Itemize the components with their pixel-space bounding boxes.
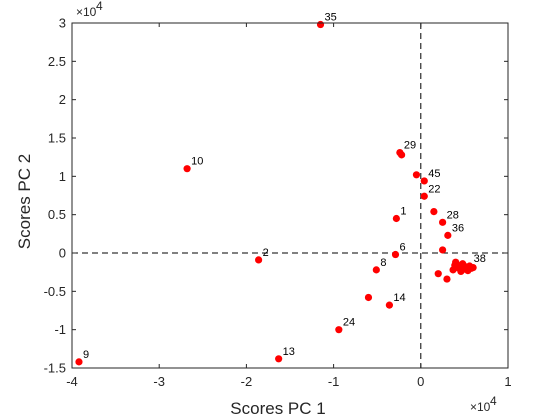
- data-point: [439, 246, 447, 254]
- data-point: [398, 151, 406, 159]
- x-tick-label: -1: [328, 374, 340, 389]
- data-point: [183, 165, 191, 173]
- y-tick-label: 0.5: [48, 207, 66, 222]
- point-label: 6: [400, 242, 406, 254]
- y-exponent-power: 4: [96, 0, 103, 13]
- y-tick-label: -1.5: [44, 361, 66, 376]
- point-label: 14: [393, 292, 405, 304]
- data-point: [316, 20, 325, 29]
- point-label: 45: [428, 168, 440, 180]
- data-point: [430, 208, 438, 216]
- x-tick-label: -4: [66, 374, 78, 389]
- axes-box: [71, 22, 509, 369]
- data-point: [451, 261, 459, 269]
- data-point: [75, 358, 83, 366]
- data-point: [443, 275, 451, 283]
- y-tick-label: 2.5: [48, 54, 66, 69]
- data-point: [434, 270, 442, 278]
- y-tick-label: -0.5: [44, 284, 66, 299]
- data-point: [469, 263, 477, 272]
- x-tick-label: 0: [417, 374, 424, 389]
- point-label: 1: [400, 206, 406, 218]
- data-point: [439, 218, 447, 226]
- data-point: [420, 192, 428, 200]
- y-tick-label: 0: [59, 246, 66, 261]
- data-point: [255, 256, 263, 264]
- x-exponent-label: ×10: [470, 400, 491, 414]
- y-tick-label: 1: [59, 169, 66, 184]
- y-exponent-label: ×10: [76, 5, 97, 19]
- point-label: 10: [191, 156, 203, 168]
- data-point: [385, 301, 394, 309]
- point-label: 9: [83, 349, 89, 361]
- data-point: [372, 266, 380, 274]
- y-axis-label: Scores PC 2: [15, 154, 34, 249]
- point-label: 13: [283, 346, 295, 358]
- point-label: 2: [263, 247, 269, 259]
- point-label: 8: [380, 257, 386, 269]
- data-point: [364, 293, 373, 302]
- y-tick-label: -1: [54, 322, 66, 337]
- point-label: 38: [474, 253, 486, 265]
- data-point: [391, 250, 400, 259]
- point-label: 29: [404, 140, 416, 152]
- x-exponent-power: 4: [490, 394, 497, 408]
- y-tick-label: 3: [59, 16, 66, 31]
- data-point: [444, 231, 452, 239]
- plot-area: [72, 23, 508, 368]
- point-label: 35: [325, 12, 337, 24]
- x-tick-label: -3: [153, 374, 165, 389]
- y-tick-label: 1.5: [48, 131, 66, 146]
- x-axis-label: Scores PC 1: [230, 399, 325, 418]
- data-point: [412, 171, 421, 179]
- data-point: [392, 214, 400, 223]
- data-point: [275, 355, 283, 363]
- x-tick-label: 1: [504, 374, 511, 389]
- point-label: 28: [447, 209, 459, 221]
- point-label: 22: [428, 183, 440, 195]
- point-label: 24: [343, 317, 355, 329]
- y-tick-label: 2: [59, 92, 66, 107]
- data-point: [335, 326, 343, 334]
- point-label: 36: [452, 222, 464, 234]
- data-point: [420, 177, 428, 185]
- x-tick-label: -2: [241, 374, 253, 389]
